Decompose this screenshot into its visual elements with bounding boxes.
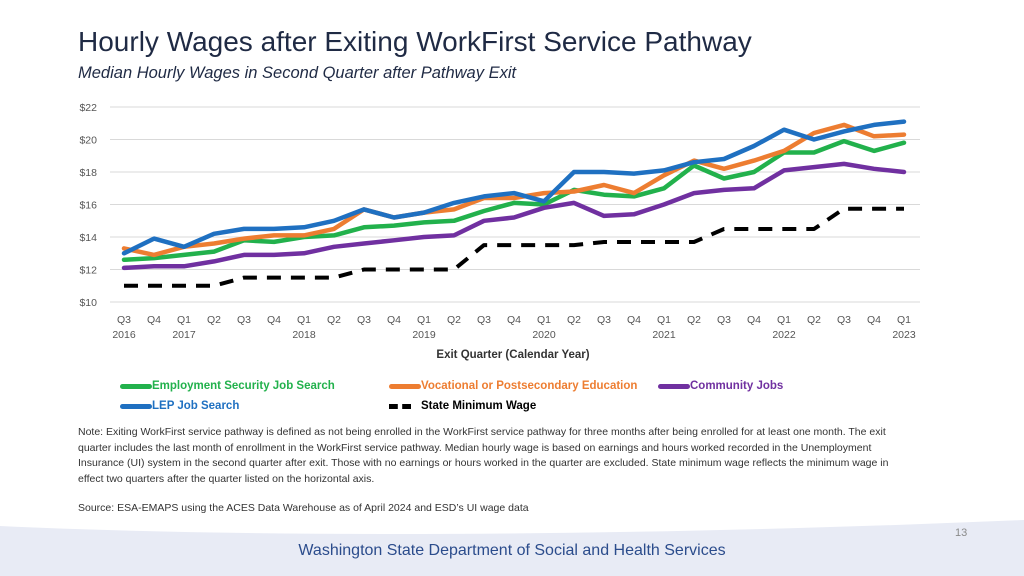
footer-band <box>0 520 1024 576</box>
legend-item-community: Community Jobs <box>658 380 783 392</box>
y-tick-label: $10 <box>79 297 97 309</box>
legend-label-minimum: State Minimum Wage <box>421 400 537 412</box>
x-tick-label: Q4 <box>627 314 641 326</box>
x-year-label: 2022 <box>772 329 796 341</box>
x-tick-label: Q3 <box>117 314 131 326</box>
x-tick-label: Q3 <box>597 314 611 326</box>
x-tick-label: Q4 <box>507 314 521 326</box>
x-year-label: 2018 <box>292 329 316 341</box>
legend-label-employment: Employment Security Job Search <box>152 380 335 392</box>
x-tick-label: Q4 <box>267 314 281 326</box>
legend-swatch-minimum <box>389 403 411 409</box>
series-line-employment <box>121 138 907 263</box>
x-tick-label: Q1 <box>177 314 191 326</box>
x-year-label: 2017 <box>172 329 196 341</box>
x-tick-label: Q2 <box>207 314 221 326</box>
legend-swatch-vocational <box>389 383 421 389</box>
x-tick-label: Q1 <box>897 314 911 326</box>
page-number: 13 <box>955 527 968 539</box>
x-tick-label: Q4 <box>867 314 881 326</box>
legend-item-lep: LEP Job Search <box>120 400 239 412</box>
footer-org-name: Washington State Department of Social an… <box>298 542 726 559</box>
series-line-vocational <box>121 122 907 258</box>
x-tick-label: Q1 <box>297 314 311 326</box>
series-line-minimum <box>124 206 904 288</box>
x-tick-label: Q1 <box>777 314 791 326</box>
legend-item-vocational: Vocational or Postsecondary Education <box>389 380 637 392</box>
x-tick-label: Q1 <box>537 314 551 326</box>
x-tick-label: Q2 <box>447 314 461 326</box>
y-tick-label: $12 <box>79 265 97 277</box>
x-year-label: 2021 <box>652 329 676 341</box>
legend-swatch-employment <box>120 383 152 389</box>
legend-swatch-community <box>658 383 690 389</box>
series-line-lep <box>121 119 907 256</box>
y-tick-label: $14 <box>79 232 97 244</box>
x-tick-label: Q3 <box>357 314 371 326</box>
x-tick-label: Q1 <box>657 314 671 326</box>
chart-source: Source: ESA-EMAPS using the ACES Data Wa… <box>78 502 529 514</box>
x-year-label: 2023 <box>892 329 916 341</box>
x-year-label: 2016 <box>112 329 136 341</box>
x-tick-label: Q2 <box>687 314 701 326</box>
x-tick-label: Q3 <box>837 314 851 326</box>
legend-label-vocational: Vocational or Postsecondary Education <box>421 380 638 392</box>
series-line-community <box>121 161 907 271</box>
y-tick-label: $18 <box>79 167 97 179</box>
y-tick-label: $16 <box>79 200 97 212</box>
x-tick-label: Q1 <box>417 314 431 326</box>
legend-item-employment: Employment Security Job Search <box>120 380 335 392</box>
page-subtitle: Median Hourly Wages in Second Quarter af… <box>78 64 517 82</box>
x-tick-label: Q2 <box>327 314 341 326</box>
x-year-label: 2019 <box>412 329 436 341</box>
x-axis-title: Exit Quarter (Calendar Year) <box>436 349 589 361</box>
x-tick-label: Q3 <box>477 314 491 326</box>
x-tick-label: Q3 <box>717 314 731 326</box>
line-chart: $10 $12 $14 $16 $18 $20 $22 Q3 Q4 Q1 Q2 Q3 Q4 Q1 Q2 Q3 Q… <box>79 102 920 361</box>
x-tick-label: Q4 <box>747 314 761 326</box>
x-tick-label: Q4 <box>387 314 401 326</box>
legend-label-lep: LEP Job Search <box>152 400 240 412</box>
y-tick-label: $20 <box>79 135 97 147</box>
legend-item-minimum: State Minimum Wage <box>389 400 536 412</box>
x-tick-label: Q2 <box>567 314 581 326</box>
chart-note: Note: Exiting WorkFirst service pathway … <box>78 426 889 485</box>
legend-swatch-lep <box>120 403 152 409</box>
page-title: Hourly Wages after Exiting WorkFirst Ser… <box>78 26 752 57</box>
y-tick-label: $22 <box>79 102 97 114</box>
x-tick-label: Q3 <box>237 314 251 326</box>
legend-label-community: Community Jobs <box>690 380 784 392</box>
x-year-label: 2020 <box>532 329 556 341</box>
x-tick-label: Q4 <box>147 314 161 326</box>
x-tick-label: Q2 <box>807 314 821 326</box>
